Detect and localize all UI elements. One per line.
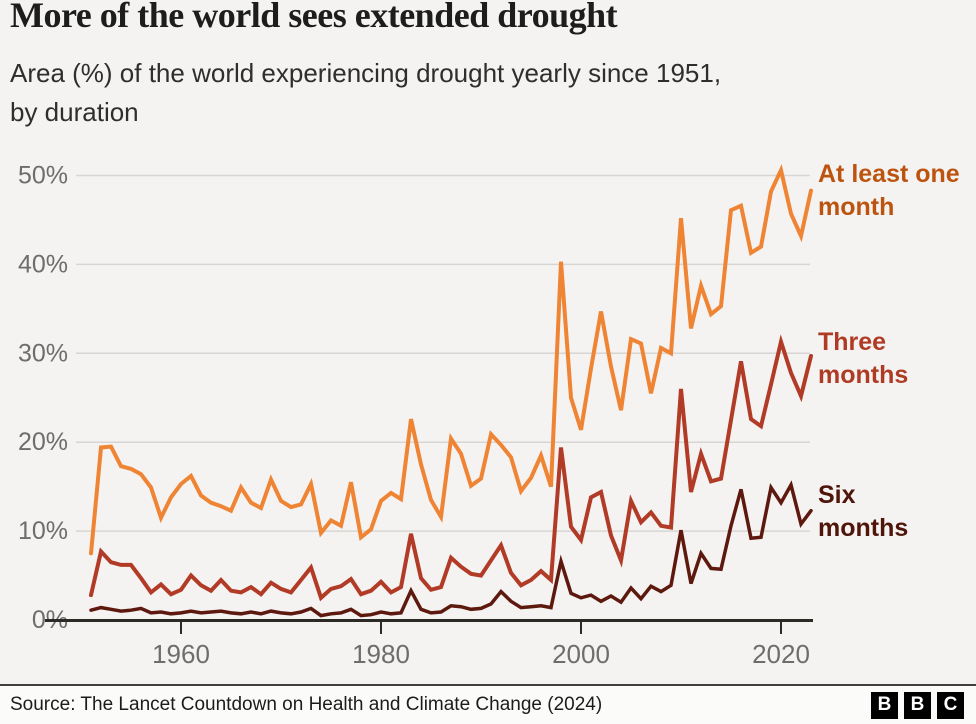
bbc-logo-letter-b1: B	[871, 691, 898, 719]
bbc-logo-letter-b2: B	[904, 691, 931, 719]
page-title: More of the world sees extended drought	[10, 0, 618, 35]
y-axis-label-10: 10%	[18, 517, 68, 545]
chart-subtitle: Area (%) of the world experiencing droug…	[10, 54, 721, 132]
source-text: Source: The Lancet Countdown on Health a…	[10, 694, 603, 715]
bbc-logo: B B C	[871, 691, 964, 719]
footer-bar: Source: The Lancet Countdown on Health a…	[0, 684, 976, 724]
bbc-logo-letter-c: C	[937, 691, 964, 719]
series-label-three-months: Three months	[818, 328, 909, 389]
series-label-at-least-one-month: At least one month	[818, 160, 960, 221]
series-line-three-months	[89, 334, 813, 602]
series-label-six-months: Six months	[818, 481, 909, 542]
x-axis-label-1960: 1960	[152, 639, 210, 669]
chart-subtitle-line-1: Area (%) of the world experiencing droug…	[10, 58, 722, 88]
y-axis-label-50: 50%	[18, 162, 68, 190]
x-axis-label-2020: 2020	[752, 639, 810, 669]
x-axis-label-1980: 1980	[352, 639, 410, 669]
y-axis-label-20: 20%	[18, 428, 68, 456]
series-line-at-least-one-month	[89, 164, 813, 556]
y-axis-label-40: 40%	[18, 250, 68, 278]
chart-subtitle-line-2: by duration	[10, 97, 139, 127]
x-axis-label-2000: 2000	[552, 639, 610, 669]
series-line-six-months	[89, 480, 813, 618]
y-axis-label-30: 30%	[18, 339, 68, 367]
